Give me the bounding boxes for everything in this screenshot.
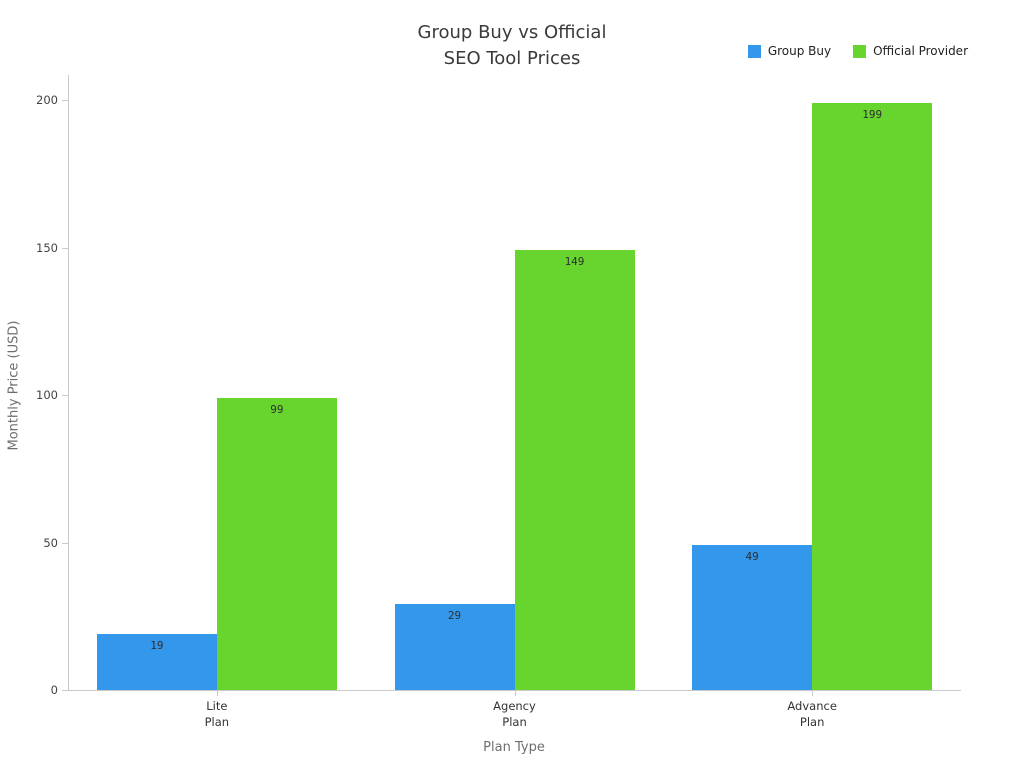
y-tick-mark [62, 542, 68, 544]
chart-title-line-1: Group Buy vs Official [417, 22, 607, 43]
x-tick-mark [216, 691, 218, 696]
bar-value-label: 149 [564, 255, 585, 268]
bar-value-label: 29 [447, 609, 462, 622]
y-tick-mark [62, 395, 68, 396]
chart-title-line-2: SEO Tool Prices [443, 48, 581, 69]
x-axis-title: Plan Type [483, 740, 545, 755]
legend-label-group-buy: Group Buy [767, 44, 832, 58]
legend-label-official-provider: Official Provider [873, 44, 968, 58]
y-tick-mark [62, 100, 68, 101]
y-tick-mark [62, 247, 68, 249]
x-tick-label-agency-plan: Agency Plan [493, 699, 536, 729]
legend-swatch-official-provider [853, 44, 867, 58]
legend-item-group-buy: Group Buy [747, 44, 832, 58]
y-axis-line [68, 75, 69, 691]
legend-item-official-provider: Official Provider [853, 44, 968, 58]
bar-group-buy-lite-plan: 19 [96, 634, 217, 690]
y-tick-label: 100 [36, 388, 58, 402]
bar-official-provider-lite-plan: 99 [216, 398, 337, 690]
y-tick-mark [62, 690, 68, 691]
x-tick-label-lite-plan: Lite Plan [204, 699, 230, 729]
x-tick-mark [812, 691, 814, 696]
bar-official-provider-advance-plan: 199 [812, 103, 933, 690]
chart-title: Group Buy vs Official SEO Tool Prices [0, 20, 1024, 72]
y-tick-label: 200 [36, 93, 58, 107]
y-axis-title: Monthly Price (USD) [6, 320, 22, 451]
bar-value-label: 99 [270, 403, 284, 416]
legend-swatch-group-buy [747, 44, 761, 58]
x-tick-label-advance-plan: Advance Plan [787, 699, 837, 729]
y-tick-label: 150 [36, 240, 58, 255]
y-tick-label: 50 [43, 535, 58, 550]
bar-value-label: 19 [150, 639, 164, 652]
bar-value-label: 199 [862, 108, 883, 121]
bar-group-buy-agency-plan: 29 [394, 604, 515, 690]
x-tick-mark [514, 691, 516, 696]
x-axis-line [68, 690, 961, 691]
bar-official-provider-agency-plan: 149 [514, 250, 635, 690]
bar-group-buy-advance-plan: 49 [692, 545, 813, 690]
y-tick-label: 0 [50, 683, 58, 697]
legend: Group Buy Official Provider [747, 44, 968, 58]
bar-value-label: 49 [745, 550, 759, 563]
